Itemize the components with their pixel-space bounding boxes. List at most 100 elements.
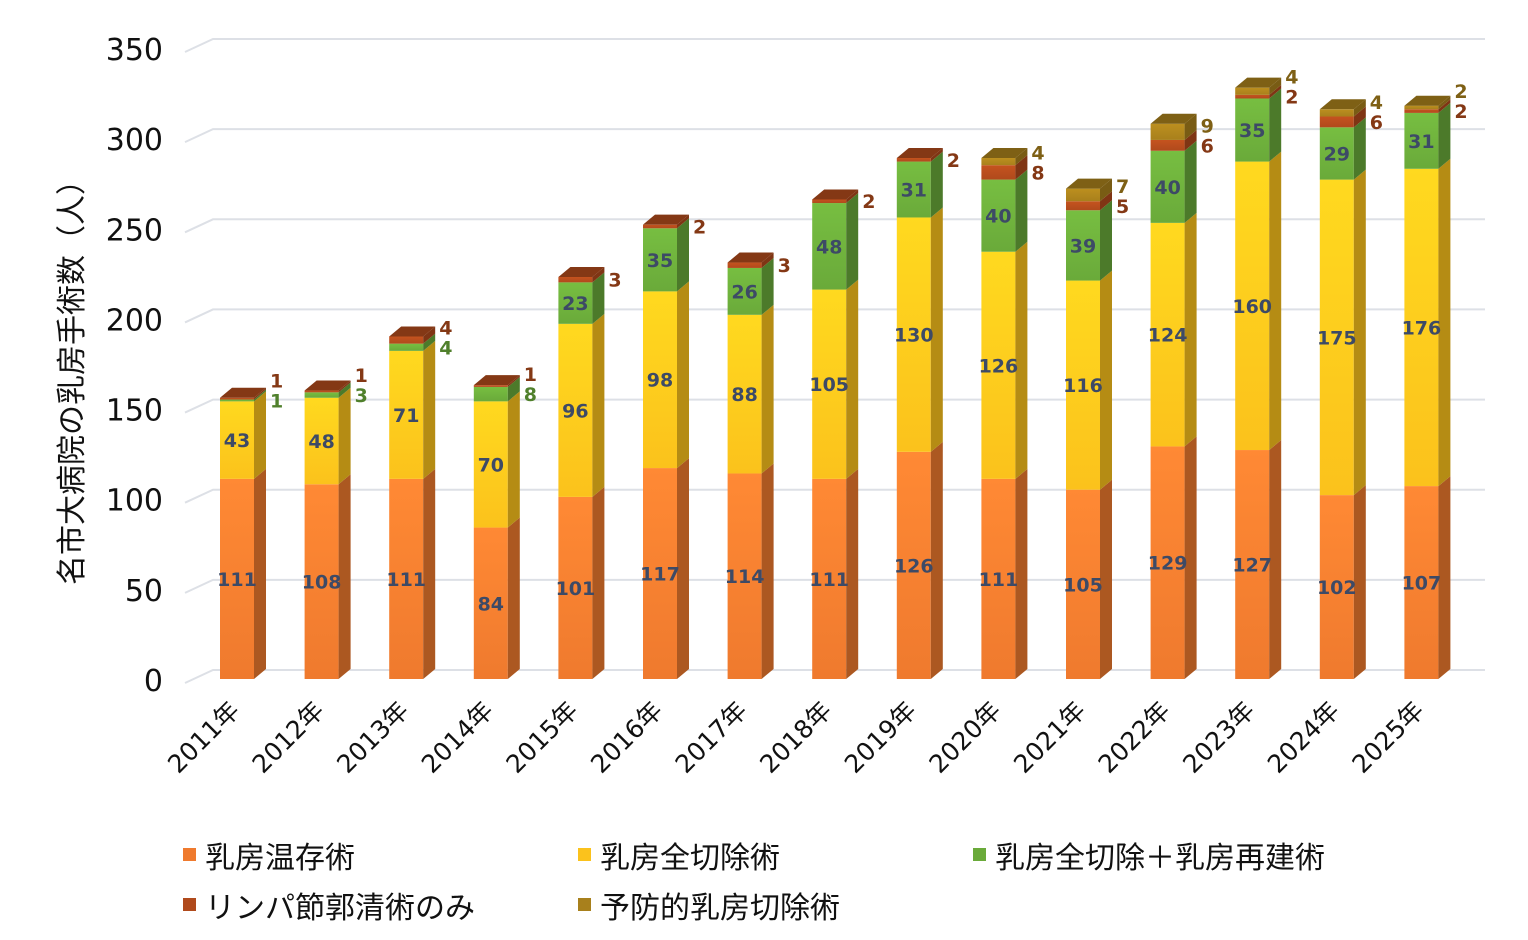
- bar-segment: [558, 496, 593, 679]
- bar-segment: [558, 276, 593, 283]
- gridline: [184, 398, 1485, 414]
- bar-segment-side: [1269, 77, 1282, 95]
- bar-segment-side: [1269, 440, 1282, 679]
- bar-segment-side: [254, 389, 266, 402]
- bar-segment: [1066, 489, 1100, 679]
- bar-top-face: [558, 266, 605, 277]
- bar-segment: [220, 397, 254, 400]
- legend-label: リンパ節郭清術のみ: [205, 891, 475, 926]
- bar-segment-side: [338, 382, 351, 398]
- bar-segment-side: [507, 375, 520, 387]
- bar-segment-side: [1269, 151, 1282, 451]
- bar-segment: [473, 386, 508, 402]
- bar-segment-side: [1438, 102, 1451, 169]
- bar-segment: [304, 397, 339, 485]
- bar-segment: [812, 203, 847, 290]
- bar-segment-side: [592, 266, 605, 283]
- bar-top-face: [389, 326, 436, 337]
- data-label: 114: [725, 566, 765, 588]
- bar-segment: [1066, 210, 1100, 281]
- bar-segment-side: [761, 257, 774, 315]
- bar-stack-2015年: [558, 266, 605, 679]
- bar-segment-side: [1015, 468, 1028, 679]
- data-label: 101: [556, 578, 596, 600]
- legend-item: 乳房全切除術: [578, 841, 780, 876]
- bar-segment-side: [1353, 169, 1366, 496]
- data-label: 4: [439, 337, 452, 359]
- bar-segment-side: [1015, 169, 1028, 252]
- bar-top-face: [1404, 95, 1451, 106]
- bar-segment: [1235, 87, 1270, 95]
- legend-item: 乳房全切除＋乳房再建術: [973, 841, 1325, 876]
- bar-segment: [1319, 116, 1354, 128]
- bar-segment-side: [1100, 191, 1112, 211]
- y-tick-label: 200: [106, 303, 163, 338]
- bar-segment-side: [846, 279, 859, 479]
- legend-swatch: [578, 898, 591, 911]
- bar-segment: [1319, 179, 1354, 496]
- bar-top-face: [473, 375, 520, 386]
- bar-segment-side: [930, 441, 943, 679]
- bar-segment: [473, 385, 508, 387]
- x-tick-label: 2018年: [754, 696, 837, 779]
- bar-segment: [727, 314, 762, 474]
- bar-segment-side: [1353, 485, 1366, 679]
- data-label: 5: [1116, 196, 1129, 218]
- y-tick-label: 350: [106, 33, 163, 68]
- legend-swatch: [973, 848, 986, 861]
- bar-segment-side: [1184, 140, 1197, 223]
- bar-segment: [1404, 112, 1439, 169]
- bar-segment: [896, 157, 931, 162]
- bar-segment: [389, 336, 424, 344]
- bar-segment: [812, 289, 847, 479]
- data-label: 3: [608, 270, 621, 292]
- bar-segment-side: [1269, 84, 1282, 99]
- bar-segment-side: [677, 214, 689, 229]
- x-tick-label: 2025年: [1346, 696, 1429, 779]
- legend-item: 予防的乳房切除術: [578, 891, 840, 926]
- bar-segment: [1150, 150, 1185, 223]
- x-tick-label: 2016年: [585, 696, 668, 779]
- x-tick-label: 2013年: [331, 696, 414, 779]
- gridlines: [184, 38, 1485, 684]
- bar-segment: [220, 399, 254, 402]
- data-label: 23: [562, 293, 588, 315]
- data-label: 2: [1285, 87, 1298, 109]
- bar-segment-side: [592, 272, 605, 324]
- data-label: 1: [524, 364, 537, 386]
- legend-item: リンパ節郭清術のみ: [183, 891, 475, 926]
- data-label: 4: [1031, 142, 1044, 164]
- bar-segment-side: [677, 458, 689, 679]
- legend-label: 乳房温存術: [205, 841, 355, 876]
- bar-top-face: [1235, 77, 1282, 88]
- bar-segment-side: [507, 517, 520, 679]
- bar-segment: [558, 282, 593, 324]
- bar-segment-side: [1184, 129, 1197, 151]
- bar-segment: [896, 161, 931, 218]
- bar-stack-2011年: [220, 387, 266, 679]
- bar-top-face: [812, 189, 859, 200]
- data-label: 126: [894, 555, 934, 577]
- legend-item: 乳房温存術: [183, 841, 355, 876]
- bar-segment: [1066, 201, 1100, 211]
- bar-segment-side: [1353, 99, 1366, 117]
- bar-segment: [1150, 139, 1185, 151]
- data-label: 2: [693, 216, 706, 238]
- bar-segment: [727, 267, 762, 315]
- bar-segment-side: [423, 333, 436, 351]
- bar-segment-side: [1184, 212, 1197, 447]
- bar-segment: [643, 228, 677, 292]
- bar-segment-side: [1269, 88, 1282, 162]
- data-label: 35: [1239, 120, 1265, 142]
- gridline: [184, 578, 1485, 594]
- bar-segment-side: [423, 468, 436, 679]
- bar-top-face: [220, 387, 266, 398]
- bar-segment: [220, 401, 254, 479]
- data-label: 2: [1454, 81, 1467, 103]
- data-label: 127: [1232, 555, 1272, 577]
- bar-segment-side: [507, 391, 520, 528]
- x-tick-label: 2022年: [1093, 696, 1176, 779]
- bar-stack-2021年: [1066, 178, 1112, 679]
- bar-segment: [981, 165, 1016, 180]
